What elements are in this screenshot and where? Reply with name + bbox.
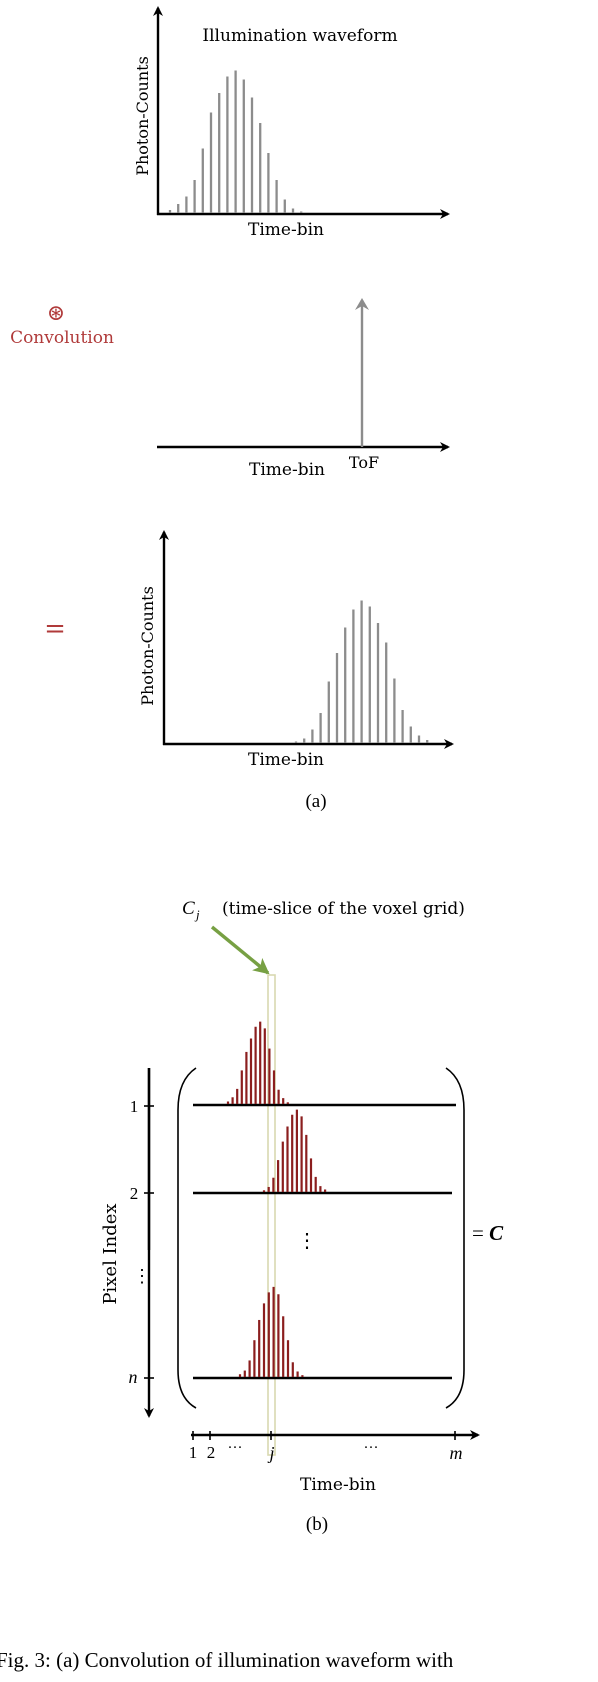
annotation-subscript: j — [194, 907, 200, 922]
row-1-bars — [226, 1021, 289, 1104]
impulse-plot: Time-bin ToF — [157, 298, 450, 480]
matrix-row-1 — [193, 1021, 456, 1107]
result-xlabel: Time-bin — [248, 750, 324, 770]
matrix-label-eq: = — [472, 1221, 489, 1245]
tick-label-m: m — [450, 1443, 463, 1463]
tick-label-dots-1: ··· — [228, 1440, 243, 1456]
figure-caption: Fig. 3: (a) Convolution of illumination … — [0, 1648, 454, 1672]
right-bracket — [445, 1067, 465, 1409]
waveform-title: Illumination waveform — [202, 26, 397, 46]
pixel-index-axis: 1 2 ⋮ n Pixel Index — [100, 1068, 154, 1418]
tof-label: ToF — [349, 453, 379, 472]
tick-label-dots-2: ··· — [364, 1440, 379, 1456]
convolution-label: Convolution — [10, 328, 114, 348]
row-label-dots: ⋮ — [133, 1266, 151, 1286]
row-label-1: 1 — [130, 1097, 139, 1116]
tick-label-2: 2 — [207, 1443, 216, 1462]
panel-a: Illumination waveform Photon-Counts Time… — [10, 6, 454, 812]
matrix-row-n — [193, 1286, 452, 1380]
matrix-label-symbol: C — [489, 1221, 504, 1245]
time-bin-axis: 1 2 ··· j ··· m Time-bin — [189, 1430, 480, 1495]
tick-label-1: 1 — [189, 1443, 198, 1462]
time-slice-column — [267, 974, 276, 1456]
row-label-n: n — [129, 1367, 138, 1387]
time-bin-label: Time-bin — [300, 1475, 376, 1495]
convolution-symbol: ⊛ — [47, 301, 65, 326]
row-label-2: 2 — [130, 1184, 139, 1203]
panel-b-label: (b) — [306, 1514, 328, 1535]
panel-a-label: (a) — [305, 791, 326, 812]
waveform-ylabel: Photon-Counts — [133, 56, 152, 176]
result-ylabel: Photon-Counts — [138, 586, 157, 706]
result-bars — [294, 600, 429, 743]
row-2-bars — [262, 1109, 327, 1192]
matrix-vdots: ⋮ — [297, 1230, 317, 1252]
annotation-text: (time-slice of the voxel grid) — [222, 899, 465, 919]
matrix-label: = C — [472, 1221, 504, 1245]
tick-label-j: j — [267, 1443, 274, 1463]
left-bracket — [177, 1067, 197, 1409]
waveform-bars — [168, 70, 303, 213]
result-plot: Photon-Counts Time-bin — [138, 530, 454, 770]
convolution-operator: ⊛ Convolution — [10, 301, 114, 348]
panel-b: C j (time-slice of the voxel grid) 1 2 ⋮… — [100, 898, 504, 1535]
waveform-plot: Illumination waveform Photon-Counts Time… — [133, 6, 450, 240]
row-n-bars — [238, 1286, 304, 1377]
slice-annotation: C j (time-slice of the voxel grid) — [182, 898, 465, 975]
waveform-xlabel: Time-bin — [248, 220, 324, 240]
equals-sign: = — [44, 614, 66, 644]
impulse-xlabel: Time-bin — [249, 460, 325, 480]
annotation-symbol: C — [182, 898, 195, 919]
annotation-arrow — [210, 925, 270, 975]
pixel-index-label: Pixel Index — [100, 1203, 121, 1304]
matrix-row-2 — [193, 1109, 452, 1195]
